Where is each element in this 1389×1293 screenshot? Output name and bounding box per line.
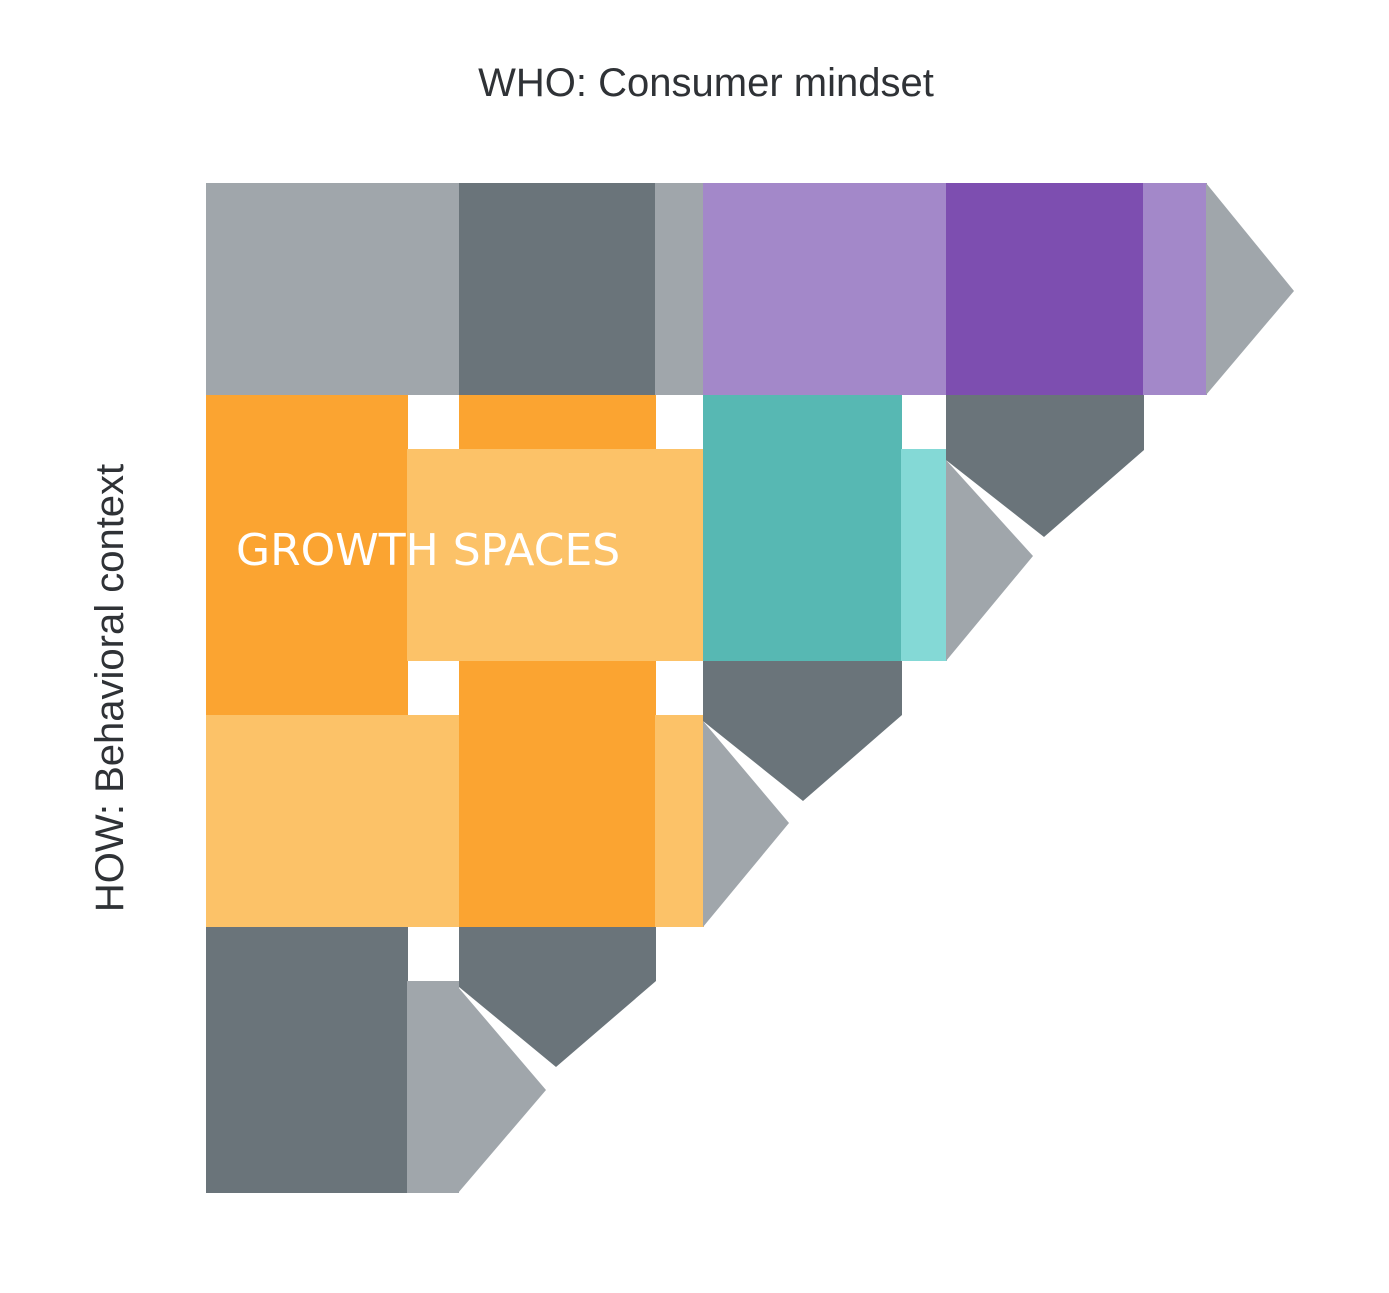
who-axis-title: WHO: Consumer mindset <box>478 61 934 105</box>
purple-arrow-down <box>946 395 1144 537</box>
top-block-purple-light-2 <box>1143 183 1207 395</box>
orange-light-block-right <box>655 715 704 927</box>
growth-spaces-label: GROWTH SPACES <box>236 525 621 576</box>
orange-arrow-right <box>703 721 789 927</box>
orange-block-top-mid <box>459 395 656 450</box>
bottom-block-gray-dark <box>206 927 408 1193</box>
teal-block <box>703 395 902 661</box>
how-axis-title: HOW: Behavioral context <box>88 463 132 913</box>
teal-arrow-right <box>946 460 1033 661</box>
orange-block-mid-tall <box>459 661 656 927</box>
orange-block-left-tall <box>206 395 408 715</box>
bottom-arrow-right <box>458 987 546 1193</box>
teal-light-block <box>901 449 947 661</box>
top-arrow-right <box>1206 183 1294 395</box>
top-block-purple-light <box>703 183 947 395</box>
orange-arrow-down <box>459 927 656 1067</box>
top-block-gray-1 <box>206 183 460 395</box>
top-block-gray-dark <box>459 183 656 395</box>
bottom-block-gray-light <box>407 981 459 1193</box>
growth-band <box>407 449 704 661</box>
orange-light-block-left <box>206 715 460 927</box>
top-block-purple-dark <box>946 183 1144 395</box>
top-block-gray-2 <box>655 183 704 395</box>
teal-arrow-down <box>703 661 902 801</box>
